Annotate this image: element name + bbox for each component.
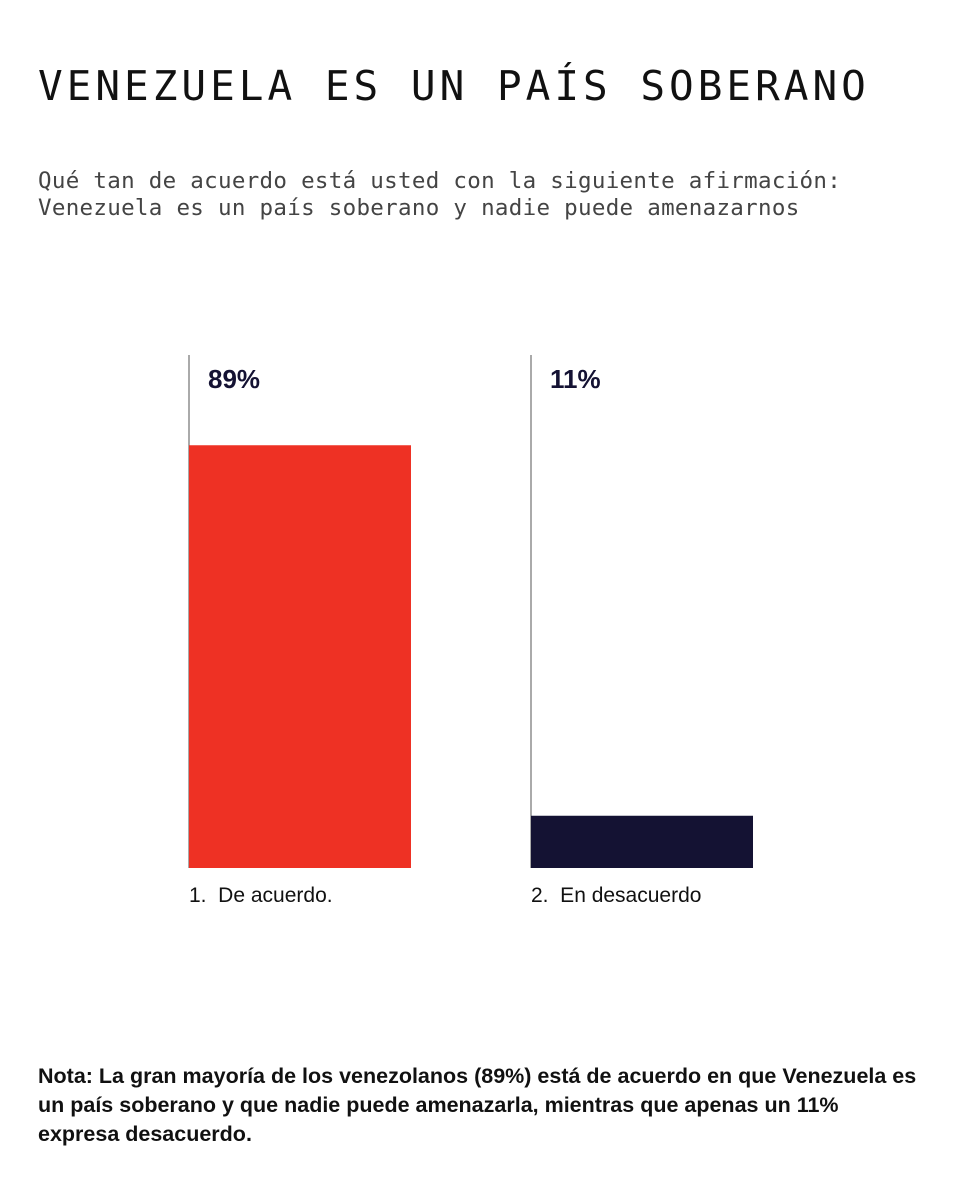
bar-2: [531, 815, 753, 868]
category-label-2: 2. En desacuerdo: [531, 884, 701, 907]
category-label-1: 1. De acuerdo.: [189, 884, 333, 907]
bar-1: [189, 445, 411, 868]
chart-title: VENEZUELA ES UN PAÍS SOBERANO: [38, 62, 870, 110]
bar-chart: 89% 1. De acuerdo. 11% 2. En desacuerdo: [188, 355, 753, 907]
chart-subtitle: Qué tan de acuerdo está usted con la sig…: [38, 168, 841, 222]
chart-note: Nota: La gran mayoría de los venezolanos…: [38, 1064, 917, 1146]
subtitle-line-2: Venezuela es un país soberano y nadie pu…: [38, 195, 800, 221]
data-label-1: 89%: [208, 364, 260, 394]
data-label-2: 11%: [550, 364, 601, 394]
subtitle-line-1: Qué tan de acuerdo está usted con la sig…: [38, 168, 842, 194]
